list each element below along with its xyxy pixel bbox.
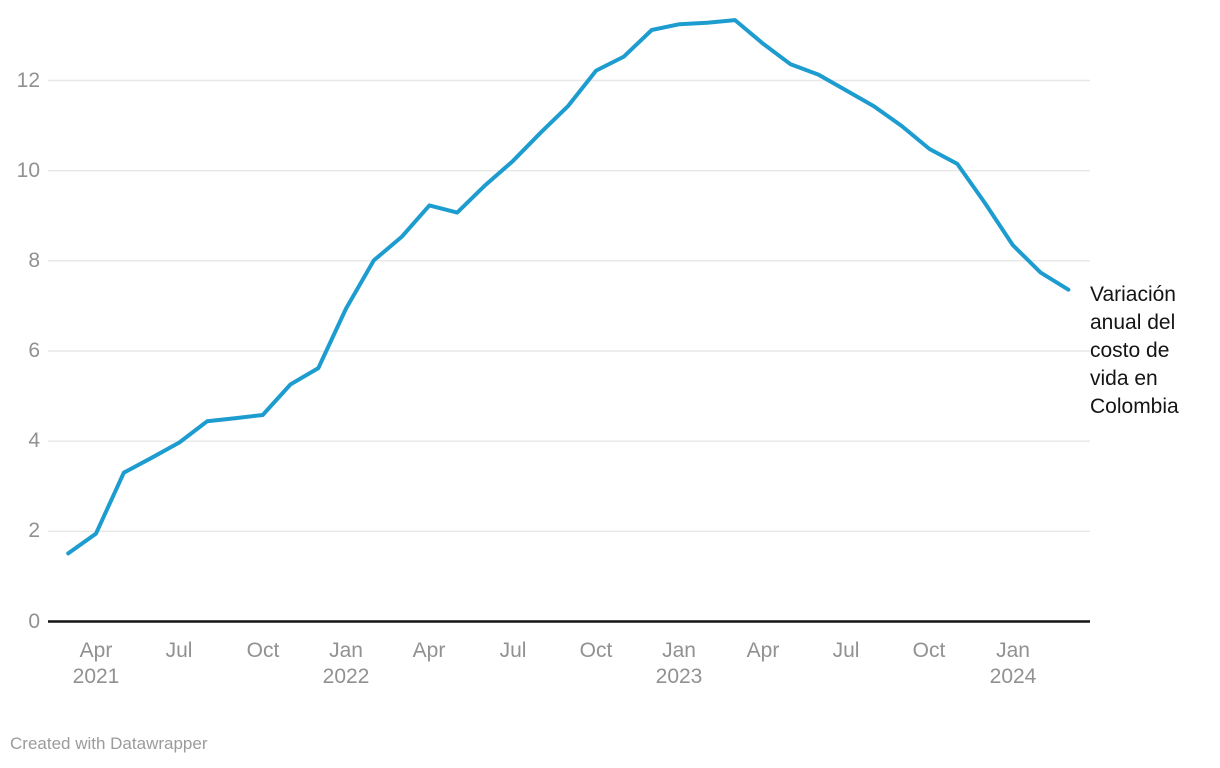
inflation-line [66, 18, 1071, 556]
y-tick-label: 6 [28, 339, 40, 362]
y-tick-label: 10 [16, 159, 40, 182]
x-tick-month: Jan [996, 639, 1030, 662]
series-annotation-label: Variación anual del costo de vida en Col… [1090, 283, 1179, 418]
x-tick-label: Jan 2023 [656, 638, 703, 690]
x-tick-year: 2021 [72, 665, 120, 688]
x-tick-month: Oct [579, 639, 613, 662]
x-tick-month: Apr [412, 639, 446, 662]
x-tick-month: Apr [746, 639, 780, 662]
x-tick-label: Apr [413, 638, 446, 664]
x-tick-label: Apr [747, 638, 780, 664]
y-tick-label: 12 [16, 69, 40, 92]
x-tick-label: Jul [166, 638, 193, 664]
x-tick-label: Jul [500, 638, 527, 664]
y-tick-label: 2 [28, 519, 40, 542]
x-tick-year: 2022 [322, 665, 370, 688]
x-tick-month: Apr [79, 639, 113, 662]
x-tick-month: Jul [165, 639, 193, 662]
x-tick-month: Jul [832, 639, 860, 662]
x-tick-label: Oct [247, 638, 280, 664]
y-tick-label: 4 [28, 429, 40, 452]
x-tick-month: Oct [246, 639, 280, 662]
x-tick-month: Jul [499, 639, 527, 662]
x-tick-label: Jan 2022 [323, 638, 370, 690]
x-tick-label: Oct [580, 638, 613, 664]
x-tick-label: Jan 2024 [990, 638, 1037, 690]
x-tick-month: Jan [662, 639, 696, 662]
x-tick-label: Jul [833, 638, 860, 664]
x-tick-label: Apr 2021 [73, 638, 120, 690]
x-tick-month: Jan [329, 639, 363, 662]
x-tick-label: Oct [913, 638, 946, 664]
x-tick-year: 2023 [655, 665, 703, 688]
x-tick-year: 2024 [989, 665, 1037, 688]
y-tick-label: 0 [28, 610, 40, 633]
datawrapper-credit-link[interactable]: Created with Datawrapper [10, 734, 208, 753]
y-tick-label: 8 [28, 249, 40, 272]
x-tick-month: Oct [912, 639, 946, 662]
